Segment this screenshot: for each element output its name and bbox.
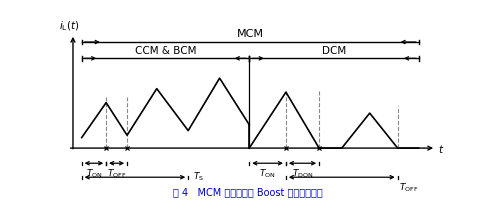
Text: $T_{\rm ON}$: $T_{\rm ON}$ (86, 167, 102, 180)
Text: 图 4   MCM 工作模式下 Boost 电感电流波形: 图 4 MCM 工作模式下 Boost 电感电流波形 (172, 187, 322, 197)
Text: DCM: DCM (322, 45, 346, 56)
Text: CCM & BCM: CCM & BCM (134, 45, 196, 56)
Text: $t$: $t$ (438, 143, 444, 155)
Text: $T_{\rm DON}$: $T_{\rm DON}$ (292, 167, 313, 180)
Text: $T_{\rm OFF}$: $T_{\rm OFF}$ (400, 181, 418, 194)
Text: $T_{\rm OFF}$: $T_{\rm OFF}$ (107, 167, 126, 180)
Text: $i_{\rm L}(t)$: $i_{\rm L}(t)$ (59, 19, 80, 33)
Text: MCM: MCM (236, 29, 264, 39)
Text: $T_{\rm ON}$: $T_{\rm ON}$ (260, 167, 276, 180)
Text: $T_{\rm S}$: $T_{\rm S}$ (194, 171, 204, 183)
